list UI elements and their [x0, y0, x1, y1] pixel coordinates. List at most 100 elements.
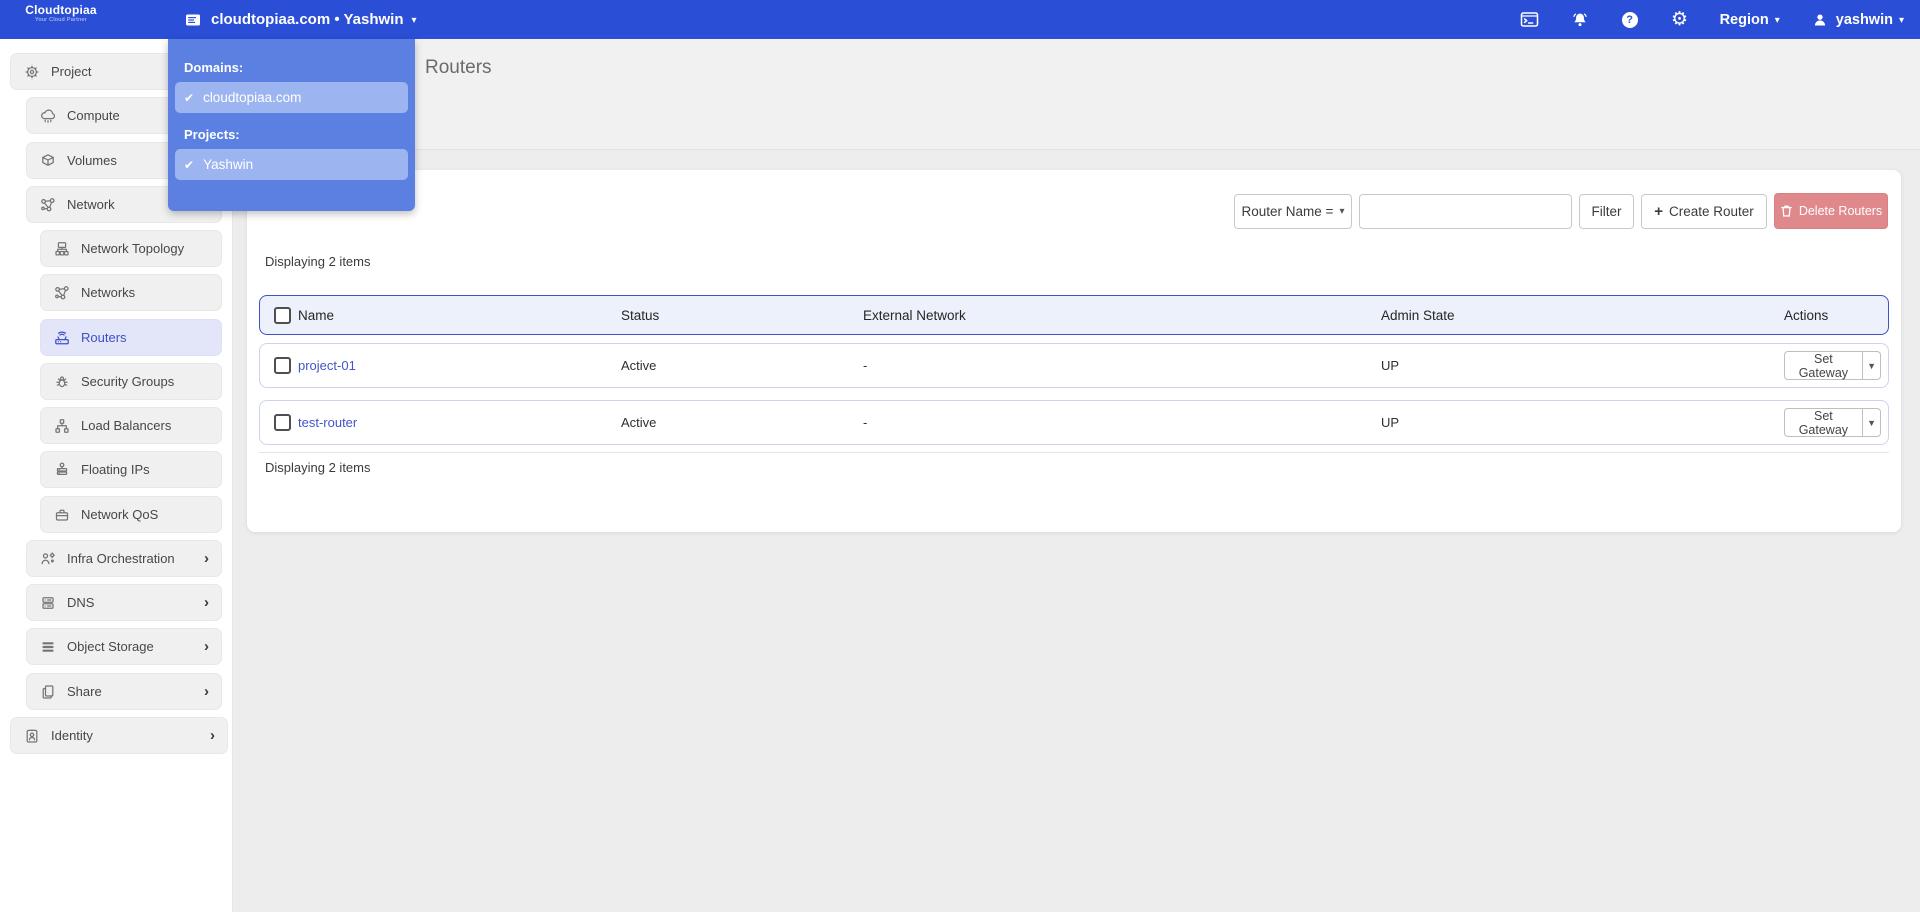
sidebar-item-load-balancers[interactable]: Load Balancers — [40, 407, 222, 444]
set-gateway-button[interactable]: Set Gateway — [1784, 408, 1863, 437]
row-checkbox[interactable] — [274, 414, 291, 431]
network-topology-icon — [53, 240, 71, 258]
admin-state-cell: UP — [1381, 415, 1400, 430]
plus-icon: + — [1654, 202, 1663, 220]
project-icon — [23, 63, 41, 81]
check-icon: ✔ — [184, 157, 195, 172]
row-actions-menu-button[interactable]: ▼ — [1862, 351, 1882, 380]
page-header: Routers — [233, 39, 1920, 150]
networks-icon — [53, 284, 71, 302]
dropdown-option-label: Yashwin — [203, 157, 254, 172]
user-menu[interactable]: yashwin ▾ — [1810, 10, 1904, 30]
column-header-admin-state: Admin State — [1381, 307, 1455, 323]
create-router-label: Create Router — [1668, 203, 1754, 219]
filter-button[interactable]: Filter — [1579, 193, 1634, 229]
sidebar-item-object-storage[interactable]: Object Storage › — [26, 628, 222, 665]
items-count-bottom: Displaying 2 items — [265, 460, 371, 475]
sidebar-item-identity[interactable]: Identity › — [10, 717, 228, 754]
column-header-actions: Actions — [1784, 307, 1829, 323]
sidebar-item-label: Routers — [81, 330, 127, 345]
table-header-row: Name Status External Network Admin State… — [259, 295, 1889, 335]
column-header-name: Name — [298, 307, 335, 323]
row-actions-menu-button[interactable]: ▼ — [1862, 408, 1882, 437]
sidebar-item-security-groups[interactable]: Security Groups — [40, 363, 222, 400]
router-row-test-router: test-router Active - UP Set Gateway ▼ — [259, 400, 1889, 445]
router-name-link[interactable]: project-01 — [298, 358, 356, 373]
select-all-checkbox[interactable] — [274, 306, 291, 324]
sidebar-item-label: Infra Orchestration — [67, 551, 175, 566]
filter-search-input[interactable] — [1359, 193, 1572, 229]
navbar-right-group: ? ⚙ Region ▾ yashwin ▾ — [1520, 0, 1904, 39]
filter-field-label: Router Name = — [1241, 203, 1334, 219]
domain-project-label: cloudtopiaa.com • Yashwin — [211, 11, 404, 28]
column-header-external-network: External Network — [863, 307, 966, 323]
sidebar-item-label: Network QoS — [81, 507, 159, 522]
router-name-link[interactable]: test-router — [298, 415, 358, 430]
sidebar-item-label: Project — [51, 64, 92, 79]
bell-icon[interactable] — [1570, 10, 1590, 30]
domain-project-dropdown: Domains: ✔ cloudtopiaa.com Projects: ✔ Yashwi… — [168, 39, 415, 211]
chevron-right-icon: › — [204, 683, 209, 700]
row-checkbox[interactable] — [274, 357, 291, 374]
network-icon — [39, 196, 57, 214]
domain-project-switcher[interactable]: cloudtopiaa.com • Yashwin ▾ — [183, 0, 417, 39]
share-icon — [39, 683, 57, 701]
sidebar-item-networks[interactable]: Networks — [40, 274, 222, 311]
external-network-cell: - — [863, 358, 868, 373]
dns-icon — [39, 594, 57, 612]
sidebar-item-label: Share — [67, 684, 102, 699]
sidebar-item-network-qos[interactable]: Network QoS — [40, 496, 222, 533]
sidebar-item-dns[interactable]: DNS › — [26, 584, 222, 621]
chevron-down-icon: ▾ — [1339, 206, 1345, 217]
volumes-icon — [39, 152, 57, 170]
filter-field-select[interactable]: Router Name = ▾ — [1234, 193, 1352, 229]
sidebar-item-label: Floating IPs — [81, 462, 150, 477]
sidebar-item-floating-ips[interactable]: Floating IPs — [40, 451, 222, 488]
sidebar-item-routers[interactable]: Routers — [40, 319, 222, 356]
sidebar-item-label: Volumes — [67, 153, 117, 168]
network-qos-icon — [53, 506, 71, 524]
items-count-top: Displaying 2 items — [265, 254, 371, 269]
routers-panel: Router Name = ▾ Filter + Create Router D… — [247, 170, 1901, 532]
region-selector[interactable]: Region ▾ — [1720, 12, 1780, 28]
chevron-down-icon: ▼ — [1867, 360, 1876, 371]
chevron-down-icon: ▾ — [411, 14, 417, 26]
dropdown-option-label: cloudtopiaa.com — [203, 90, 302, 105]
dropdown-option-cloudtopiaa.com[interactable]: ✔ cloudtopiaa.com — [175, 82, 408, 113]
gear-icon: ⚙ — [1671, 9, 1689, 30]
status-cell: Active — [621, 358, 657, 373]
sidebar-item-share[interactable]: Share › — [26, 673, 222, 710]
delete-routers-button[interactable]: Delete Routers — [1774, 193, 1888, 229]
check-icon: ✔ — [184, 90, 195, 105]
column-header-status: Status — [621, 307, 660, 323]
delete-routers-label: Delete Routers — [1798, 204, 1883, 218]
sidebar-item-infra-orchestration[interactable]: Infra Orchestration › — [26, 540, 222, 577]
logo-title: Cloudtopiaa — [25, 3, 97, 17]
infra-orchestration-icon — [39, 550, 57, 568]
console-icon[interactable] — [1520, 10, 1540, 30]
chevron-down-icon: ▾ — [1898, 14, 1904, 26]
chevron-right-icon: › — [210, 727, 215, 744]
gear-icon[interactable]: ⚙ — [1670, 10, 1690, 30]
cloudtopiaa-logo[interactable]: Cloudtopiaa Your Cloud Partner — [22, 3, 100, 24]
dropdown-option-yashwin[interactable]: ✔ Yashwin — [175, 149, 408, 180]
domain-icon — [183, 10, 203, 30]
set-gateway-button[interactable]: Set Gateway — [1784, 351, 1863, 380]
create-router-button[interactable]: + Create Router — [1641, 193, 1767, 229]
status-cell: Active — [621, 415, 657, 430]
load-balancers-icon — [53, 417, 71, 435]
sidebar-nav: Project Compute Volumes Network Network Topo… — [0, 39, 233, 912]
dropdown-section-heading: Domains: — [184, 60, 244, 75]
routers-icon — [53, 329, 71, 347]
top-navbar: Cloudtopiaa Your Cloud Partner cloudtopi… — [0, 0, 1920, 39]
sidebar-item-label: Compute — [67, 108, 120, 123]
help-icon[interactable]: ? — [1620, 10, 1640, 30]
sidebar-item-label: Object Storage — [67, 639, 154, 654]
identity-icon — [23, 727, 41, 745]
object-storage-icon — [39, 638, 57, 656]
sidebar-item-network-topology[interactable]: Network Topology — [40, 230, 222, 267]
chevron-down-icon: ▾ — [1774, 14, 1780, 26]
trash-icon — [1780, 204, 1793, 218]
sidebar-item-label: Networks — [81, 285, 136, 300]
